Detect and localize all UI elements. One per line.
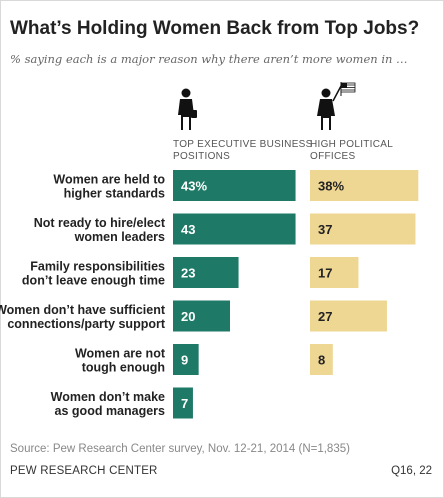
bar-series-1-0 xyxy=(310,170,419,201)
category-label-5-line-1: as good managers xyxy=(55,404,165,418)
question-reference: Q16, 22 xyxy=(391,465,432,477)
bar-label-series-1-4: 8 xyxy=(318,353,325,368)
bar-label-series-1-2: 17 xyxy=(318,266,332,281)
category-label-1-line-1: women leaders xyxy=(74,230,165,244)
bar-series-1-1 xyxy=(310,213,416,245)
category-label-4-line-1: tough enough xyxy=(82,361,165,375)
category-label-3-line-1: connections/party support xyxy=(7,317,165,331)
bar-series-1-2 xyxy=(310,257,359,288)
bar-series-0-2 xyxy=(173,257,239,288)
bar-label-series-0-5: 7 xyxy=(181,396,188,411)
category-label-0-line-1: higher standards xyxy=(64,187,165,201)
bar-label-series-1-0: 38% xyxy=(318,179,344,194)
panel-title-0-line-0: TOP EXECUTIVE BUSINESS xyxy=(173,139,313,150)
category-label-3-line-0: Women don’t have sufficient xyxy=(0,303,166,317)
category-label-1-line-0: Not ready to hire/elect xyxy=(34,216,166,230)
bar-series-0-1 xyxy=(173,213,296,245)
bar-label-series-0-1: 43 xyxy=(181,222,195,237)
businesswoman-icon xyxy=(178,88,197,130)
chart-subtitle: % saying each is a major reason why ther… xyxy=(10,52,408,66)
bar-label-series-0-0: 43% xyxy=(181,179,207,194)
category-label-5-line-0: Women don’t make xyxy=(51,390,165,404)
bar-label-series-0-2: 23 xyxy=(181,266,195,281)
politician-with-flag-icon xyxy=(317,82,356,130)
panel-title-1-line-0: HIGH POLITICAL xyxy=(310,139,393,150)
category-label-2-line-1: don’t leave enough time xyxy=(22,274,165,288)
organization-name: PEW RESEARCH CENTER xyxy=(10,465,158,477)
bar-series-0-3 xyxy=(173,300,230,332)
bar-label-series-1-1: 37 xyxy=(318,222,332,237)
bar-label-series-0-3: 20 xyxy=(181,309,195,324)
bar-label-series-1-3: 27 xyxy=(318,309,332,324)
category-label-0-line-0: Women are held to xyxy=(53,173,165,187)
category-label-2-line-0: Family responsibilities xyxy=(30,260,165,274)
panel-title-1-line-1: OFFICES xyxy=(310,151,355,162)
bar-series-1-4 xyxy=(310,344,333,375)
bar-label-series-0-4: 9 xyxy=(181,353,188,368)
panel-title-0-line-1: POSITIONS xyxy=(173,151,230,162)
chart-title: What’s Holding Women Back from Top Jobs? xyxy=(10,18,420,39)
bar-series-0-0 xyxy=(173,170,296,201)
source-note: Source: Pew Research Center survey, Nov.… xyxy=(10,443,350,455)
bar-series-0-5 xyxy=(173,387,193,419)
bar-series-0-4 xyxy=(173,344,199,375)
bar-series-1-3 xyxy=(310,300,387,332)
category-label-4-line-0: Women are not xyxy=(75,347,166,361)
